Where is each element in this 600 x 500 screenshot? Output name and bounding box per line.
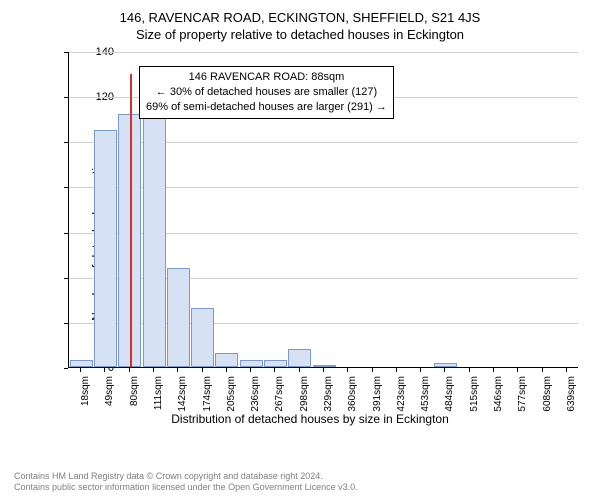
x-tick-label: 142sqm (177, 376, 188, 416)
x-tick-label: 453sqm (420, 376, 431, 416)
x-tick-mark (566, 368, 567, 372)
title-main: 146, RAVENCAR ROAD, ECKINGTON, SHEFFIELD… (10, 10, 590, 25)
x-tick-label: 639sqm (566, 376, 577, 416)
x-tick-mark (202, 368, 203, 372)
x-tick-mark (226, 368, 227, 372)
chart-container: 146, RAVENCAR ROAD, ECKINGTON, SHEFFIELD… (0, 0, 600, 500)
x-tick-mark (542, 368, 543, 372)
y-tick-mark (64, 368, 68, 369)
x-tick-mark (469, 368, 470, 372)
bar (191, 308, 214, 367)
annotation-line3: 69% of semi-detached houses are larger (… (146, 100, 387, 115)
x-tick-mark (177, 368, 178, 372)
x-tick-mark (493, 368, 494, 372)
x-tick-mark (153, 368, 154, 372)
gridline (69, 52, 578, 53)
x-tick-label: 298sqm (299, 376, 310, 416)
x-tick-mark (129, 368, 130, 372)
x-tick-label: 111sqm (153, 376, 164, 416)
annotation-box: 146 RAVENCAR ROAD: 88sqm ← 30% of detach… (139, 66, 394, 119)
annotation-line1: 146 RAVENCAR ROAD: 88sqm (146, 70, 387, 85)
marker-line (130, 74, 132, 367)
x-tick-label: 267sqm (274, 376, 285, 416)
x-tick-label: 49sqm (104, 376, 115, 416)
x-tick-label: 80sqm (129, 376, 140, 416)
bar (313, 365, 336, 367)
bar (240, 360, 263, 367)
bar (215, 353, 238, 367)
bar (434, 363, 457, 368)
x-tick-mark (347, 368, 348, 372)
x-tick-label: 577sqm (517, 376, 528, 416)
x-tick-label: 423sqm (396, 376, 407, 416)
plot-region: 146 RAVENCAR ROAD: 88sqm ← 30% of detach… (68, 52, 578, 368)
x-tick-label: 360sqm (347, 376, 358, 416)
footer-attribution: Contains HM Land Registry data © Crown c… (14, 471, 358, 494)
x-tick-mark (80, 368, 81, 372)
bar (264, 360, 287, 367)
x-tick-label: 546sqm (493, 376, 504, 416)
x-tick-mark (372, 368, 373, 372)
x-tick-mark (104, 368, 105, 372)
x-tick-mark (420, 368, 421, 372)
x-tick-mark (323, 368, 324, 372)
x-tick-label: 329sqm (323, 376, 334, 416)
x-tick-label: 205sqm (226, 376, 237, 416)
x-tick-mark (396, 368, 397, 372)
x-tick-mark (517, 368, 518, 372)
x-tick-mark (299, 368, 300, 372)
x-tick-label: 18sqm (80, 376, 91, 416)
chart-area: Number of detached properties 0204060801… (30, 48, 590, 428)
x-axis-label: Distribution of detached houses by size … (30, 412, 590, 426)
x-tick-mark (444, 368, 445, 372)
x-tick-mark (274, 368, 275, 372)
x-tick-label: 236sqm (250, 376, 261, 416)
x-tick-label: 515sqm (469, 376, 480, 416)
bar (167, 268, 190, 367)
annotation-line2: ← 30% of detached houses are smaller (12… (146, 85, 387, 100)
bar (70, 360, 93, 367)
bar (288, 349, 311, 367)
x-tick-label: 174sqm (202, 376, 213, 416)
footer-line2: Contains public sector information licen… (14, 482, 358, 494)
x-tick-label: 391sqm (372, 376, 383, 416)
title-sub: Size of property relative to detached ho… (10, 27, 590, 42)
x-tick-label: 484sqm (444, 376, 455, 416)
footer-line1: Contains HM Land Registry data © Crown c… (14, 471, 358, 483)
x-tick-label: 608sqm (542, 376, 553, 416)
x-tick-mark (250, 368, 251, 372)
bar (94, 130, 117, 367)
bar (143, 112, 166, 367)
